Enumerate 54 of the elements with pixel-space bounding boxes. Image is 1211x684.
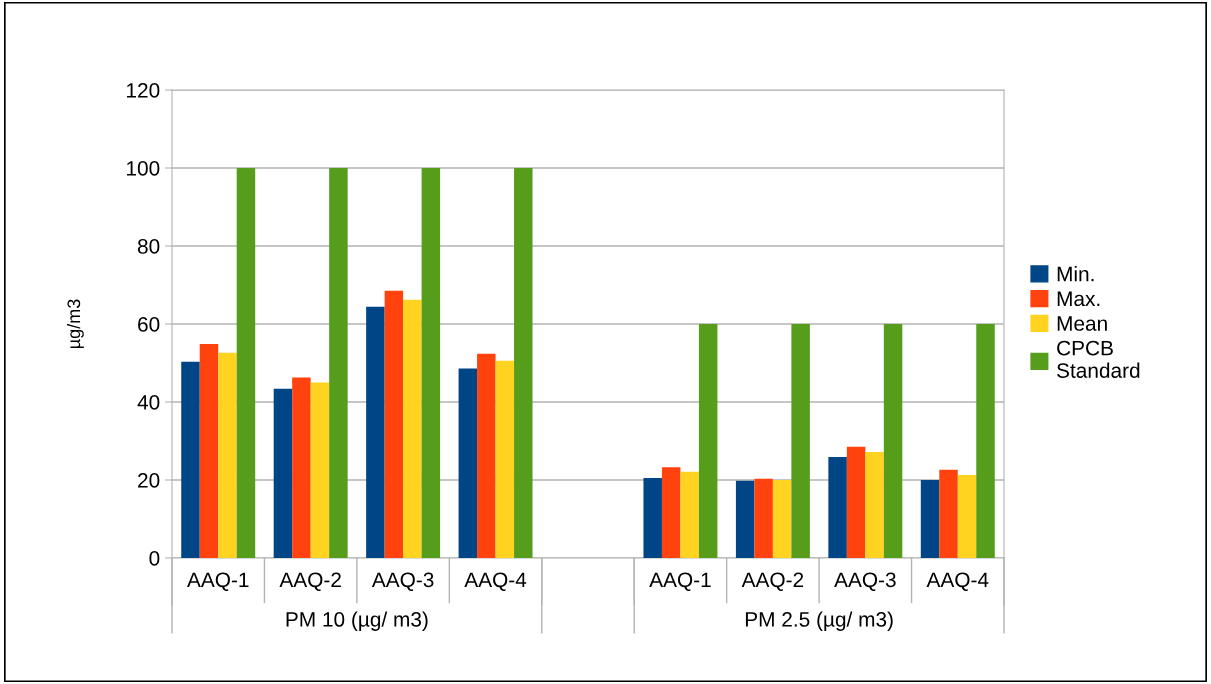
bar	[957, 474, 977, 558]
bar	[477, 353, 496, 558]
bar	[329, 168, 348, 558]
text: PM 2.5 (µg/ m3)	[745, 611, 893, 631]
bar	[366, 306, 385, 558]
y-tick-label: 80	[137, 239, 160, 254]
x-tick-label: AAQ-4	[926, 572, 989, 591]
bar	[495, 360, 515, 558]
bar	[939, 469, 958, 558]
bar	[920, 480, 940, 558]
bar	[273, 388, 293, 558]
legend-label: Min.	[1057, 266, 1094, 282]
x-tick-label: AAQ-3	[371, 572, 434, 591]
bar	[846, 446, 866, 558]
bar	[772, 480, 792, 558]
legend-label: CPCB Standard	[1057, 340, 1140, 378]
bar	[421, 168, 441, 558]
y-tick-label: 100	[127, 161, 160, 176]
x-tick-label: AAQ-2	[741, 572, 804, 591]
bar	[976, 324, 995, 558]
bar	[384, 290, 404, 558]
legend-label: Mean	[1057, 316, 1107, 331]
bar	[403, 299, 422, 558]
bar	[643, 478, 662, 558]
y-tick-label: 120	[127, 83, 160, 98]
x-tick-label: AAQ-4	[464, 572, 527, 591]
bar	[735, 480, 755, 558]
bar	[199, 343, 219, 558]
bar	[865, 451, 884, 558]
bar	[514, 168, 533, 558]
bar	[698, 324, 718, 558]
bar	[791, 324, 810, 558]
bar	[458, 368, 478, 558]
y-tick-label: 20	[138, 473, 160, 488]
x-tick-label: AAQ-3	[834, 572, 896, 591]
bar	[828, 456, 847, 558]
bar	[292, 377, 311, 558]
y-tick-label: 40	[137, 395, 160, 410]
text: PM 10 (µg/ m3)	[286, 611, 428, 631]
bar	[883, 324, 903, 558]
bar	[181, 361, 200, 558]
bar	[310, 382, 330, 558]
x-tick-label: AAQ-2	[279, 572, 341, 591]
x-tick-label: AAQ-1	[187, 572, 249, 591]
legend-label: Max.	[1057, 291, 1100, 307]
bar	[754, 478, 773, 558]
bar	[218, 352, 237, 558]
y-tick-label: 60	[138, 317, 160, 332]
x-tick-label: AAQ-1	[649, 572, 711, 591]
bar	[661, 467, 681, 558]
y-axis-title: µg/m3	[66, 299, 84, 349]
bar	[680, 471, 699, 558]
y-tick-label: 0	[149, 551, 160, 566]
bar	[236, 168, 256, 558]
